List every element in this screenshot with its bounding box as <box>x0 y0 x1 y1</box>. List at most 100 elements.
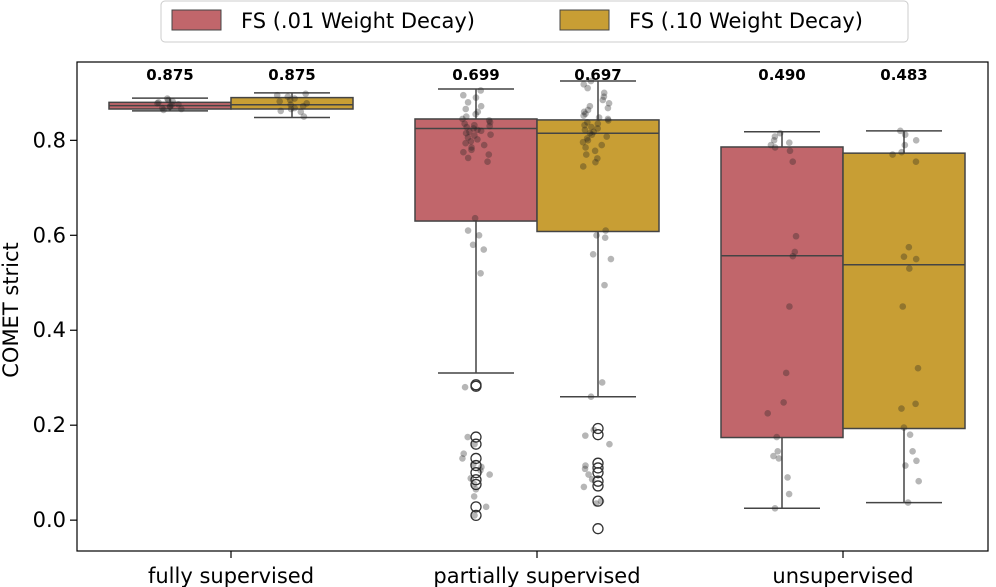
y-tick-label-4: 0.8 <box>33 128 66 152</box>
data-point-wd01-partially-supervised-6 <box>474 108 482 116</box>
outlier-wd01-partially-supervised-9 <box>470 501 482 513</box>
data-point-wd10-unsupervised-15 <box>900 424 908 431</box>
data-point-wd01-partially-supervised-49 <box>467 475 475 482</box>
outlier-wd10-partially-supervised-4 <box>592 467 604 479</box>
data-point-wd10-partially-supervised-29 <box>598 141 606 149</box>
outlier-wd10-partially-supervised-6 <box>592 480 604 492</box>
x-tick-label-partially-supervised: partially supervised <box>433 564 640 587</box>
data-point-wd10-partially-supervised-20 <box>594 125 601 132</box>
outlier-wd01-partially-supervised-8 <box>470 478 482 491</box>
data-point-wd10-unsupervised-14 <box>898 405 905 412</box>
data-point-wd10-partially-supervised-46 <box>606 440 613 448</box>
data-point-wd10-fully-supervised-7 <box>287 101 294 109</box>
data-point-wd01-unsupervised-20 <box>785 490 793 498</box>
data-point-wd01-unsupervised-15 <box>773 433 781 441</box>
data-point-wd10-unsupervised-9 <box>912 255 920 263</box>
data-point-wd01-unsupervised-7 <box>789 158 797 165</box>
box-wd01-partially-supervised <box>414 118 538 222</box>
data-point-wd01-fully-supervised-5 <box>166 102 174 110</box>
data-point-wd10-partially-supervised-1 <box>580 81 588 88</box>
data-point-wd10-fully-supervised-2 <box>284 93 292 100</box>
data-point-wd01-fully-supervised-3 <box>159 104 166 112</box>
data-point-wd10-partially-supervised-36 <box>602 227 609 234</box>
data-point-wd01-partially-supervised-31 <box>485 151 493 158</box>
data-point-wd01-partially-supervised-13 <box>471 121 478 129</box>
data-point-wd01-partially-supervised-10 <box>485 117 493 124</box>
legend: FS (.01 Weight Decay) FS (.10 Weight Dec… <box>160 0 909 43</box>
mean-label-wd10-fully-supervised: 0.875 <box>268 66 315 84</box>
outlier-wd01-partially-supervised-7 <box>470 474 482 486</box>
data-point-wd10-partially-supervised-31 <box>591 147 599 155</box>
outlier-wd01-partially-supervised-2 <box>470 431 482 443</box>
data-point-wd01-partially-supervised-50 <box>470 480 478 488</box>
data-point-wd01-partially-supervised-26 <box>462 139 469 147</box>
data-point-wd01-partially-supervised-7 <box>472 110 479 118</box>
outlier-wd10-partially-supervised-3 <box>592 462 604 474</box>
data-point-wd01-partially-supervised-14 <box>486 122 493 130</box>
data-point-wd01-unsupervised-14 <box>764 410 772 417</box>
legend-label-weight-decay-10: FS (.10 Weight Decay) <box>629 9 863 33</box>
data-point-wd01-unsupervised-0 <box>776 129 784 137</box>
data-point-wd01-unsupervised-5 <box>771 144 779 151</box>
data-point-wd10-unsupervised-7 <box>905 243 913 251</box>
data-point-wd10-partially-supervised-8 <box>604 104 612 112</box>
data-point-wd10-unsupervised-2 <box>912 137 920 144</box>
data-point-wd01-partially-supervised-22 <box>471 132 478 139</box>
data-point-wd01-partially-supervised-17 <box>474 126 481 134</box>
data-point-wd10-fully-supervised-8 <box>299 102 307 110</box>
data-point-wd10-partially-supervised-37 <box>593 231 600 239</box>
outlier-wd01-partially-supervised-3 <box>470 438 482 450</box>
data-point-wd01-partially-supervised-53 <box>482 503 490 511</box>
data-point-wd01-fully-supervised-9 <box>164 95 171 102</box>
box-wd10-unsupervised <box>842 152 966 430</box>
data-point-wd10-unsupervised-17 <box>909 448 916 455</box>
mean-label-wd01-partially-supervised: 0.699 <box>452 66 499 84</box>
data-point-wd10-unsupervised-11 <box>899 303 907 310</box>
data-point-wd01-partially-supervised-48 <box>486 471 493 478</box>
data-point-wd01-partially-supervised-27 <box>480 141 488 149</box>
data-point-wd01-partially-supervised-8 <box>462 113 470 120</box>
data-point-wd01-partially-supervised-1 <box>459 91 467 99</box>
data-point-wd10-partially-supervised-17 <box>594 120 602 128</box>
data-point-wd10-partially-supervised-5 <box>599 96 607 104</box>
outlier-wd10-partially-supervised-5 <box>592 475 604 487</box>
box-wd10-fully-supervised <box>230 96 354 110</box>
data-point-wd01-fully-supervised-0 <box>166 103 174 111</box>
data-point-wd10-partially-supervised-7 <box>586 102 594 110</box>
data-point-wd10-unsupervised-19 <box>902 462 909 469</box>
data-point-wd10-partially-supervised-16 <box>584 118 591 126</box>
data-point-wd01-partially-supervised-18 <box>477 127 485 135</box>
legend-swatch-weight-decay-10 <box>559 9 610 31</box>
data-point-wd10-unsupervised-0 <box>897 127 904 135</box>
data-point-wd01-unsupervised-21 <box>771 504 779 512</box>
data-point-wd01-partially-supervised-40 <box>461 383 469 391</box>
data-point-wd10-partially-supervised-14 <box>604 115 612 123</box>
data-point-wd10-partially-supervised-25 <box>603 133 611 140</box>
boxes-layer <box>108 80 966 535</box>
data-point-wd01-partially-supervised-0 <box>477 87 485 94</box>
data-point-wd10-partially-supervised-21 <box>581 126 589 134</box>
data-point-wd01-fully-supervised-8 <box>169 98 176 105</box>
outlier-wd01-partially-supervised-6 <box>470 467 482 479</box>
data-point-wd10-partially-supervised-47 <box>582 462 589 469</box>
data-point-wd10-partially-supervised-22 <box>590 128 597 136</box>
data-point-wd10-partially-supervised-11 <box>582 110 589 118</box>
data-point-wd10-partially-supervised-15 <box>604 117 612 124</box>
data-point-wd01-partially-supervised-24 <box>474 136 481 143</box>
data-point-wd01-partially-supervised-39 <box>477 269 484 277</box>
data-point-wd10-partially-supervised-39 <box>589 250 597 258</box>
outlier-wd01-partially-supervised-10 <box>470 509 482 522</box>
data-point-wd10-unsupervised-6 <box>912 158 920 165</box>
outlier-wd10-partially-supervised-8 <box>592 523 604 535</box>
data-point-wd10-fully-supervised-5 <box>276 98 283 105</box>
data-point-wd10-unsupervised-10 <box>906 265 913 272</box>
data-point-wd10-partially-supervised-3 <box>600 89 608 97</box>
data-point-wd01-unsupervised-11 <box>786 303 793 310</box>
data-point-wd10-unsupervised-20 <box>915 477 922 485</box>
data-point-wd01-partially-supervised-32 <box>464 154 472 162</box>
data-point-wd10-unsupervised-5 <box>889 151 896 158</box>
data-point-wd10-partially-supervised-53 <box>592 500 600 507</box>
data-point-wd01-partially-supervised-21 <box>487 131 494 138</box>
data-point-wd01-partially-supervised-2 <box>472 94 480 101</box>
data-point-wd01-fully-supervised-1 <box>168 101 176 109</box>
